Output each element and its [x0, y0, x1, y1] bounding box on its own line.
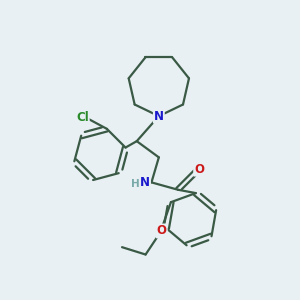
Text: O: O — [194, 163, 204, 176]
Text: O: O — [157, 224, 167, 238]
Text: H: H — [131, 179, 140, 190]
Text: Cl: Cl — [76, 110, 89, 124]
Text: N: N — [154, 110, 164, 123]
Text: N: N — [140, 176, 150, 189]
